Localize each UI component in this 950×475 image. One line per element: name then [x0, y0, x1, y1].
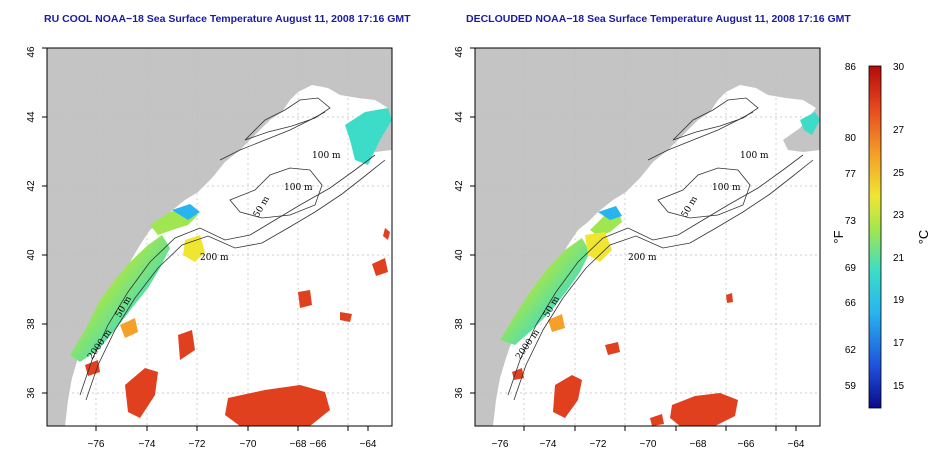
- left-panel-title: RU COOL NOAA−18 Sea Surface Temperature …: [44, 13, 411, 25]
- y-tick-label: 40: [454, 249, 465, 261]
- celsius-tick: 17: [893, 338, 905, 349]
- celsius-tick: 15: [893, 381, 905, 392]
- fahrenheit-ticks: 86 80 77 73 69 66 62 59: [845, 62, 857, 392]
- y-tick-label: 46: [26, 46, 37, 58]
- celsius-tick: 27: [893, 125, 905, 136]
- y-tick-label: 46: [454, 46, 465, 58]
- y-tick-label: 38: [26, 318, 37, 330]
- x-tick-label: −70: [240, 439, 257, 450]
- x-tick-label: −66: [738, 439, 755, 450]
- celsius-unit-label: °C: [916, 230, 931, 245]
- x-tick-label: −74: [139, 439, 156, 450]
- fahrenheit-tick: 62: [845, 345, 857, 356]
- x-tick-label: −64: [788, 439, 805, 450]
- contour-label: 200 m: [628, 253, 657, 263]
- left-isobaths: [79, 97, 386, 401]
- y-tick-label: 44: [26, 111, 37, 123]
- left-map-area: 100 m 100 m 50 m 200 m 50 m 2000 m: [47, 48, 392, 426]
- x-tick-label: −68: [690, 439, 707, 450]
- left-sst-patches: [70, 108, 392, 426]
- right-x-axis: [523, 426, 797, 431]
- left-x-tick-labels: −76 −74 −72 −70 −68 −66 −64: [88, 439, 377, 450]
- left-y-axis: [42, 47, 47, 394]
- x-tick-label: −72: [590, 439, 607, 450]
- fahrenheit-tick: 69: [845, 263, 857, 274]
- x-tick-label: −76: [88, 439, 105, 450]
- fahrenheit-tick: 73: [845, 216, 857, 227]
- y-tick-label: 38: [454, 318, 465, 330]
- colorbar-gradient: [868, 65, 882, 409]
- y-tick-label: 40: [26, 249, 37, 261]
- celsius-tick: 23: [893, 210, 905, 221]
- contour-label: 100 m: [712, 183, 741, 193]
- land: [475, 48, 820, 426]
- left-x-axis: [95, 426, 369, 431]
- fahrenheit-tick: 77: [845, 169, 857, 180]
- land: [47, 48, 392, 426]
- right-map-frame: [474, 47, 821, 427]
- celsius-ticks: 30 27 25 23 21 19 17 15: [893, 62, 905, 392]
- fahrenheit-tick: 66: [845, 298, 857, 309]
- contour-label: 100 m: [284, 183, 313, 193]
- x-tick-label: −70: [640, 439, 657, 450]
- x-tick-label: −66: [310, 439, 327, 450]
- left-map-frame: [46, 47, 393, 427]
- fahrenheit-tick: 80: [845, 133, 857, 144]
- contour-label: 100 m: [740, 151, 769, 161]
- fahrenheit-tick: 59: [845, 381, 857, 392]
- left-map-panel: RU COOL NOAA−18 Sea Surface Temperature …: [26, 13, 411, 450]
- right-x-tick-labels: −76 −74 −72 −70 −68 −66 −64: [492, 439, 805, 450]
- celsius-tick: 25: [893, 168, 905, 179]
- y-tick-label: 36: [454, 387, 465, 399]
- x-tick-label: −72: [189, 439, 206, 450]
- right-isobaths: [507, 97, 814, 401]
- right-y-tick-labels: 36 38 40 42 44 46: [454, 46, 465, 399]
- left-y-tick-labels: 36 38 40 42 44 46: [26, 46, 37, 399]
- celsius-tick: 21: [893, 253, 905, 264]
- right-map-area: 100 m 100 m 50 m 200 m 50 m 2000 m: [475, 48, 820, 426]
- temperature-colorbar: 86 80 77 73 69 66 62 59 30 27 25 23 21 1…: [831, 62, 931, 409]
- y-tick-label: 42: [26, 180, 37, 192]
- contour-label: 100 m: [312, 151, 341, 161]
- right-grid: [475, 48, 820, 426]
- contour-label: 200 m: [200, 253, 229, 263]
- fahrenheit-unit-label: °F: [831, 230, 846, 243]
- right-map-panel: DECLOUDED NOAA−18 Sea Surface Temperatur…: [454, 13, 851, 450]
- y-tick-label: 42: [454, 180, 465, 192]
- right-sst-patches: [500, 112, 820, 426]
- x-tick-label: −76: [492, 439, 509, 450]
- y-tick-label: 44: [454, 111, 465, 123]
- fahrenheit-tick: 86: [845, 62, 857, 73]
- x-tick-label: −64: [360, 439, 377, 450]
- celsius-tick: 30: [893, 62, 905, 73]
- x-tick-label: −74: [540, 439, 557, 450]
- x-tick-label: −68: [290, 439, 307, 450]
- right-y-axis: [470, 47, 475, 394]
- y-tick-label: 36: [26, 387, 37, 399]
- right-panel-title: DECLOUDED NOAA−18 Sea Surface Temperatur…: [466, 13, 851, 25]
- celsius-tick: 19: [893, 295, 905, 306]
